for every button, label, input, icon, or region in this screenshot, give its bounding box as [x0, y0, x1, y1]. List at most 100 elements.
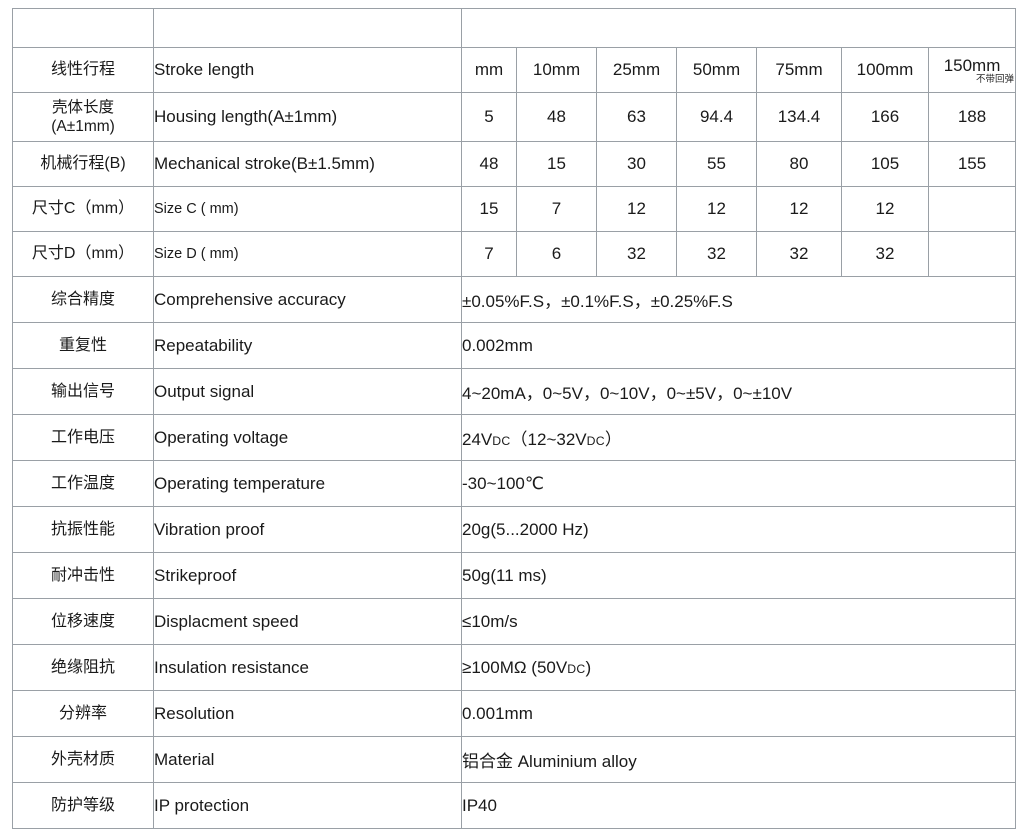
- row-spec-ip-protection: IP protection: [153, 782, 462, 829]
- row-value-vibration-proof: 20g(5...2000 Hz): [460, 506, 1017, 553]
- table-row-housing-length: 壳体长度 (A±1mm) Housing length(A±1mm) 5 48 …: [12, 92, 1017, 142]
- table-row-size-d: 尺寸D（mm） Size D ( mm) 7 6 32 32 32 32: [12, 231, 1017, 277]
- table-row-output-signal: 输出信号 Output signal 4~20mA，0~5V，0~10V，0~±…: [12, 368, 1017, 415]
- row-param-operating-temperature: 工作温度: [12, 460, 154, 507]
- cell-sized-150mm: [927, 231, 1017, 277]
- cell-sized-25mm: 32: [596, 231, 677, 277]
- table-row-insulation-resistance: 绝缘阻抗 Insulation resistance ≥100MΩ (50VDC…: [12, 644, 1017, 691]
- row-param-vibration-proof: 抗振性能: [12, 506, 154, 553]
- row-value-repeatability: 0.002mm: [460, 322, 1017, 369]
- header-parameter: 参数: [12, 8, 154, 48]
- specification-table: 参数 Specifications 技术指标 Technique data 线性行…: [12, 8, 1017, 829]
- voltage-part-dc-1: DC: [492, 434, 511, 448]
- row-spec-resolution: Resolution: [153, 690, 462, 737]
- table-header: 参数 Specifications 技术指标 Technique data: [12, 8, 1017, 48]
- row-param-ip-protection: 防护等级: [12, 782, 154, 829]
- cell-sized-mm: 7: [461, 231, 517, 277]
- header-technique-data: 技术指标 Technique data: [460, 8, 1017, 48]
- row-spec-insulation-resistance: Insulation resistance: [153, 644, 462, 691]
- row-value-insulation-resistance: ≥100MΩ (50VDC): [460, 644, 1017, 691]
- cell-mech-150mm: 155: [927, 141, 1017, 187]
- insulation-part-a: ≥100MΩ (50V: [462, 657, 568, 677]
- cell-housing-150mm: 188: [927, 92, 1017, 142]
- unit-header-150mm-label: 150mm: [943, 55, 1001, 75]
- header-specifications: Specifications: [153, 8, 462, 48]
- row-param-mechanical-stroke: 机械行程(B): [12, 141, 154, 187]
- cell-housing-75mm: 134.4: [756, 92, 842, 142]
- row-spec-displacement-speed: Displacment speed: [153, 598, 462, 645]
- cell-mech-100mm: 105: [841, 141, 929, 187]
- row-param-operating-voltage: 工作电压: [12, 414, 154, 461]
- cell-sizec-50mm: 12: [676, 186, 757, 232]
- row-spec-strikeproof: Strikeproof: [153, 552, 462, 599]
- cell-sized-10mm: 6: [516, 231, 597, 277]
- cell-sizec-25mm: 12: [596, 186, 677, 232]
- cell-housing-10mm: 48: [516, 92, 597, 142]
- row-param-housing-length: 壳体长度 (A±1mm): [12, 92, 154, 142]
- cell-sizec-75mm: 12: [756, 186, 842, 232]
- row-spec-repeatability: Repeatability: [153, 322, 462, 369]
- row-value-material: 铝合金 Aluminium alloy: [460, 736, 1017, 783]
- row-value-resolution: 0.001mm: [460, 690, 1017, 737]
- row-value-operating-temperature: -30~100℃: [460, 460, 1017, 507]
- voltage-part-c: （12~32V: [510, 430, 587, 449]
- cell-sizec-100mm: 12: [841, 186, 929, 232]
- row-spec-comprehensive-accuracy: Comprehensive accuracy: [153, 276, 462, 323]
- row-param-housing-line1: 壳体长度: [51, 98, 114, 116]
- row-value-operating-voltage: 24VDC（12~32VDC）: [460, 414, 1017, 461]
- row-param-displacement-speed: 位移速度: [12, 598, 154, 645]
- row-value-strikeproof: 50g(11 ms): [460, 552, 1017, 599]
- row-param-resolution: 分辨率: [12, 690, 154, 737]
- row-spec-operating-temperature: Operating temperature: [153, 460, 462, 507]
- unit-header-10mm: 10mm: [516, 47, 597, 93]
- row-spec-size-d: Size D ( mm): [153, 231, 462, 277]
- cell-housing-25mm: 63: [596, 92, 677, 142]
- row-param-housing-line2: (A±1mm): [51, 118, 115, 135]
- row-spec-material: Material: [153, 736, 462, 783]
- row-param-size-d: 尺寸D（mm）: [12, 231, 154, 277]
- row-value-displacement-speed: ≤10m/s: [460, 598, 1017, 645]
- unit-header-25mm: 25mm: [596, 47, 677, 93]
- row-value-comprehensive-accuracy: ±0.05%F.S，±0.1%F.S，±0.25%F.S: [460, 276, 1017, 323]
- cell-mech-10mm: 15: [516, 141, 597, 187]
- row-param-repeatability: 重复性: [12, 322, 154, 369]
- table-row-resolution: 分辨率 Resolution 0.001mm: [12, 690, 1017, 737]
- table-row-operating-voltage: 工作电压 Operating voltage 24VDC（12~32VDC）: [12, 414, 1017, 461]
- unit-header-100mm: 100mm: [841, 47, 929, 93]
- insulation-part-c: ): [585, 657, 592, 677]
- voltage-part-dc-2: DC: [586, 434, 605, 448]
- cell-mech-75mm: 80: [756, 141, 842, 187]
- cell-sized-50mm: 32: [676, 231, 757, 277]
- cell-sizec-150mm: [927, 186, 1017, 232]
- row-spec-mechanical-stroke: Mechanical stroke(B±1.5mm): [153, 141, 462, 187]
- table-row-material: 外壳材质 Material 铝合金 Aluminium alloy: [12, 736, 1017, 783]
- unit-header-75mm: 75mm: [756, 47, 842, 93]
- table-row-ip-protection: 防护等级 IP protection IP40: [12, 782, 1017, 829]
- table-row-stroke-length: 线性行程 Stroke length mm 10mm 25mm 50mm 75m…: [12, 47, 1017, 93]
- table-body: 线性行程 Stroke length mm 10mm 25mm 50mm 75m…: [12, 47, 1017, 829]
- row-spec-housing-length: Housing length(A±1mm): [153, 92, 462, 142]
- row-spec-vibration-proof: Vibration proof: [153, 506, 462, 553]
- cell-mech-25mm: 30: [596, 141, 677, 187]
- row-param-output-signal: 输出信号: [12, 368, 154, 415]
- row-param-strikeproof: 耐冲击性: [12, 552, 154, 599]
- table-row-mechanical-stroke: 机械行程(B) Mechanical stroke(B±1.5mm) 48 15…: [12, 141, 1017, 187]
- cell-mech-mm: 48: [461, 141, 517, 187]
- table-row-size-c: 尺寸C（mm） Size C ( mm) 15 7 12 12 12 12: [12, 186, 1017, 232]
- cell-housing-mm: 5: [461, 92, 517, 142]
- cell-sizec-10mm: 7: [516, 186, 597, 232]
- unit-header-mm: mm: [461, 47, 517, 93]
- unit-header-150mm: 150mm 不带回弹: [927, 47, 1017, 93]
- cell-sized-75mm: 32: [756, 231, 842, 277]
- row-param-comprehensive-accuracy: 综合精度: [12, 276, 154, 323]
- table-row-strikeproof: 耐冲击性 Strikeproof 50g(11 ms): [12, 552, 1017, 599]
- table-row-repeatability: 重复性 Repeatability 0.002mm: [12, 322, 1017, 369]
- header-technique-zh: 技术指标: [616, 19, 697, 42]
- cell-mech-50mm: 55: [676, 141, 757, 187]
- table-row-operating-temperature: 工作温度 Operating temperature -30~100℃: [12, 460, 1017, 507]
- row-spec-size-c: Size C ( mm): [153, 186, 462, 232]
- header-row: 参数 Specifications 技术指标 Technique data: [12, 8, 1017, 48]
- row-param-size-c: 尺寸C（mm）: [12, 186, 154, 232]
- row-value-ip-protection: IP40: [460, 782, 1017, 829]
